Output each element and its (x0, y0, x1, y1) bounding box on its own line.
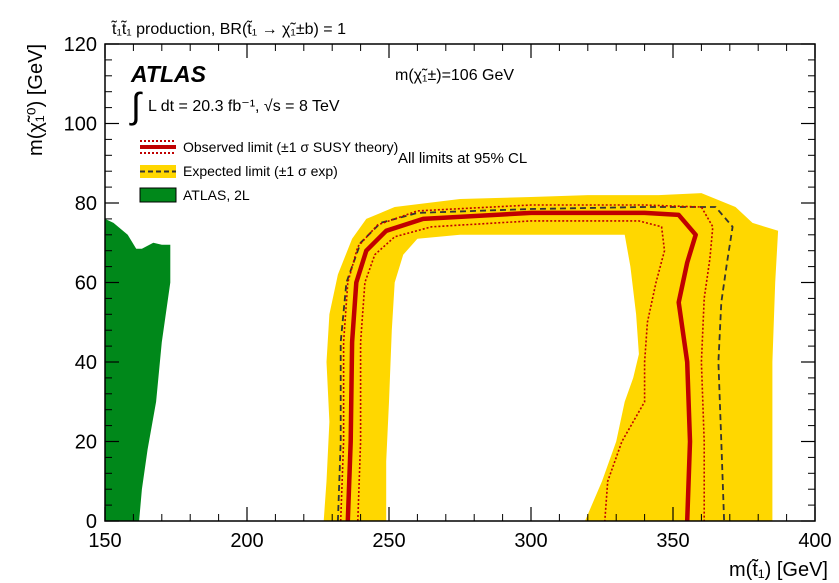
x-tick-label: 400 (798, 530, 831, 552)
legend-2l: ATLAS, 2L (139, 187, 250, 203)
series-expected-band (323, 193, 779, 521)
y-tick-label: 120 (64, 34, 97, 56)
atlas-label: ATLAS (130, 61, 207, 87)
chargino-mass-label: m(χ̃₁±)=106 GeV (395, 67, 514, 84)
series-observed-up (357, 220, 666, 521)
legend: Observed limit (±1 σ SUSY theory) Expect… (139, 139, 398, 203)
legend-observed: Observed limit (±1 σ SUSY theory) (140, 139, 398, 155)
legend-observed-label: Observed limit (±1 σ SUSY theory) (183, 139, 398, 155)
plot-area (105, 193, 779, 521)
series-observed-down (339, 204, 714, 521)
legend-2l-label: ATLAS, 2L (183, 187, 250, 203)
x-axis-label: m(t̃₁) [GeV] (729, 558, 828, 581)
y-tick-label: 80 (75, 193, 97, 215)
x-tick-label: 350 (656, 530, 689, 552)
y-tick-label: 20 (75, 432, 97, 454)
chart-title: t̃₁t̃₁ production, BR(t̃₁ → χ̃₁±b) = 1 (110, 19, 346, 38)
lumi-integral: ∫ (129, 85, 143, 126)
lumi-text: L dt = 20.3 fb⁻¹, √s = 8 TeV (148, 98, 340, 115)
cl-note: All limits at 95% CL (398, 150, 527, 167)
x-tick-label: 300 (514, 530, 547, 552)
legend-expected: Expected limit (±1 σ exp) (140, 163, 338, 179)
y-axis-label: m(χ̃₁⁰) [GeV] (25, 44, 47, 156)
axes: 150 200 250 300 350 400 0 20 40 60 80 100 120 (64, 34, 832, 552)
y-tick-label: 40 (75, 352, 97, 374)
x-tick-label: 150 (88, 530, 121, 552)
y-tick-label: 100 (64, 114, 97, 136)
series-observed (345, 210, 698, 521)
y-tick-label: 60 (75, 273, 97, 295)
x-tick-label: 250 (372, 530, 405, 552)
y-tick-label: 0 (86, 511, 97, 533)
x-tick-label: 200 (230, 530, 263, 552)
series-excluded-2L (105, 218, 171, 521)
legend-expected-label: Expected limit (±1 σ exp) (183, 163, 338, 179)
